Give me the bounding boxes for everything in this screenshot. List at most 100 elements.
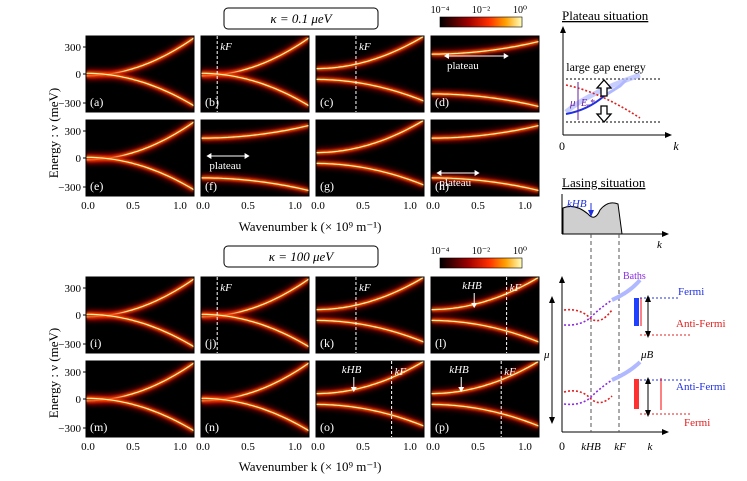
y-tick: 300 bbox=[65, 126, 82, 138]
lasing-fermi-bottom: Fermi bbox=[684, 417, 710, 429]
panel-label-p: (p) bbox=[435, 420, 449, 434]
plateau-gap-label: large gap energy bbox=[566, 60, 646, 74]
lasing-baths: Baths bbox=[623, 271, 646, 282]
x-tick: 1.0 bbox=[288, 200, 302, 212]
y-tick: 300 bbox=[65, 283, 82, 295]
x-tick: 1.0 bbox=[173, 200, 187, 212]
x-tick: 1.0 bbox=[173, 441, 187, 453]
lasing-tick-0: 0 bbox=[559, 439, 565, 453]
lasing-tick-khb: kHB bbox=[581, 441, 601, 453]
panel-label-l: (l) bbox=[435, 336, 446, 350]
plateau-schematic: Plateau situation 0 k large gap energy μ… bbox=[559, 8, 679, 153]
y-tick: 300 bbox=[65, 367, 82, 379]
x-tick: 0.5 bbox=[126, 441, 140, 453]
panel-label-b: (b) bbox=[205, 95, 219, 109]
panel-label-g: (g) bbox=[320, 179, 334, 193]
colorbar-tick-1b: 10⁻⁴ bbox=[431, 246, 450, 257]
y-tick: −300 bbox=[58, 423, 81, 435]
plateau-label-f: plateau bbox=[209, 160, 241, 172]
kf-label-p: kF bbox=[504, 366, 516, 378]
y-tick: 300 bbox=[65, 42, 82, 54]
colorbar-bottom: 10⁻⁴ 10⁻² 10⁰ bbox=[431, 246, 527, 269]
panel-a: (a) 300 0 −300 bbox=[58, 35, 195, 113]
kf-label-c: kF bbox=[359, 41, 371, 53]
plateau-label-h: plateau bbox=[439, 177, 471, 189]
kf-label-l: kF bbox=[510, 282, 522, 294]
panel-d: (d) plateau bbox=[430, 35, 540, 113]
lasing-tick-kf: kF bbox=[614, 441, 626, 453]
panel-k: (k) kF bbox=[315, 276, 425, 354]
y-tick: −300 bbox=[58, 182, 81, 194]
colorbar-top: 10⁻⁴ 10⁻² 10⁰ bbox=[431, 5, 527, 28]
top-title: κ = 0.1 μeV bbox=[270, 11, 333, 26]
plateau-k: k bbox=[673, 139, 679, 153]
colorbar-tick-3b: 10⁰ bbox=[513, 246, 527, 257]
y-axis-label-top: Energy : ν (meV) bbox=[46, 88, 61, 178]
y-tick: 0 bbox=[76, 394, 82, 406]
khb-label-p: kHB bbox=[449, 364, 469, 376]
colorbar-tick-2: 10⁻² bbox=[472, 5, 490, 16]
panel-label-m: (m) bbox=[90, 420, 107, 434]
plateau-eps: Eₑ* bbox=[580, 98, 595, 109]
panel-label-j: (j) bbox=[205, 336, 216, 350]
panel-n: (n) 0.0 0.5 1.0 bbox=[196, 360, 310, 453]
y-tick: 0 bbox=[76, 153, 82, 165]
x-tick: 0.5 bbox=[471, 441, 485, 453]
y-axis-label-bottom: Energy : ν (meV) bbox=[46, 328, 61, 418]
plateau-mu: μ bbox=[569, 97, 576, 109]
plateau-origin: 0 bbox=[559, 139, 565, 153]
panel-label-i: (i) bbox=[90, 336, 101, 350]
panel-g: (g) 0.0 0.5 1.0 bbox=[311, 119, 425, 212]
x-tick: 0.5 bbox=[356, 200, 370, 212]
panel-label-n: (n) bbox=[205, 420, 219, 434]
panel-c: (c) kF bbox=[315, 35, 425, 113]
x-tick: 0.0 bbox=[81, 441, 95, 453]
bottom-title-box: κ = 100 μeV bbox=[223, 245, 379, 268]
panel-b: (b) kF bbox=[200, 35, 310, 113]
panel-l: (l) kF kHB bbox=[430, 276, 540, 354]
panel-label-d: (d) bbox=[435, 95, 449, 109]
khb-label-o: kHB bbox=[342, 364, 362, 376]
panel-label-c: (c) bbox=[320, 95, 333, 109]
x-tick: 1.0 bbox=[288, 441, 302, 453]
y-tick: 0 bbox=[76, 69, 82, 81]
y-tick: −300 bbox=[58, 339, 81, 351]
panel-label-h: (h) bbox=[435, 179, 449, 193]
lasing-k-top: k bbox=[657, 239, 663, 251]
lasing-mub: μB bbox=[640, 349, 654, 361]
lasing-khb-top: kHB bbox=[567, 198, 587, 210]
kf-label-b: kF bbox=[220, 41, 232, 53]
lasing-schematic: Lasing situation kHB k Baths Fermi Anti-… bbox=[543, 175, 726, 453]
x-tick: 0.5 bbox=[241, 200, 255, 212]
top-title-box: κ = 0.1 μeV bbox=[223, 7, 379, 30]
x-tick: 0.0 bbox=[311, 441, 325, 453]
kf-label-j: kF bbox=[220, 282, 232, 294]
x-tick: 0.5 bbox=[471, 200, 485, 212]
x-tick: 0.0 bbox=[81, 200, 95, 212]
lasing-mu: μ bbox=[543, 349, 550, 361]
panel-i: (i) 300 0 −300 bbox=[58, 276, 195, 354]
x-tick: 0.0 bbox=[426, 441, 440, 453]
panel-o: (o) kF kHB 0.0 0.5 1.0 bbox=[311, 360, 425, 453]
kf-label-o: kF bbox=[395, 366, 407, 378]
panel-label-f: (f) bbox=[205, 179, 217, 193]
x-tick: 1.0 bbox=[403, 200, 417, 212]
x-tick: 0.0 bbox=[311, 200, 325, 212]
khb-label-l: kHB bbox=[462, 280, 482, 292]
panel-label-e: (e) bbox=[90, 179, 103, 193]
x-tick: 0.0 bbox=[196, 441, 210, 453]
x-tick: 0.5 bbox=[241, 441, 255, 453]
colorbar-tick-1: 10⁻⁴ bbox=[431, 5, 450, 16]
x-tick: 0.0 bbox=[196, 200, 210, 212]
x-tick: 0.5 bbox=[126, 200, 140, 212]
plateau-label-d: plateau bbox=[447, 60, 479, 72]
lasing-antifermi-bottom: Anti-Fermi bbox=[676, 381, 726, 393]
x-tick: 1.0 bbox=[518, 200, 532, 212]
lasing-title: Lasing situation bbox=[562, 175, 646, 190]
panel-h: (h)plateau 0.0 0.5 1.0 bbox=[426, 119, 540, 212]
lasing-fermi-top: Fermi bbox=[678, 286, 704, 298]
x-tick: 0.0 bbox=[426, 200, 440, 212]
